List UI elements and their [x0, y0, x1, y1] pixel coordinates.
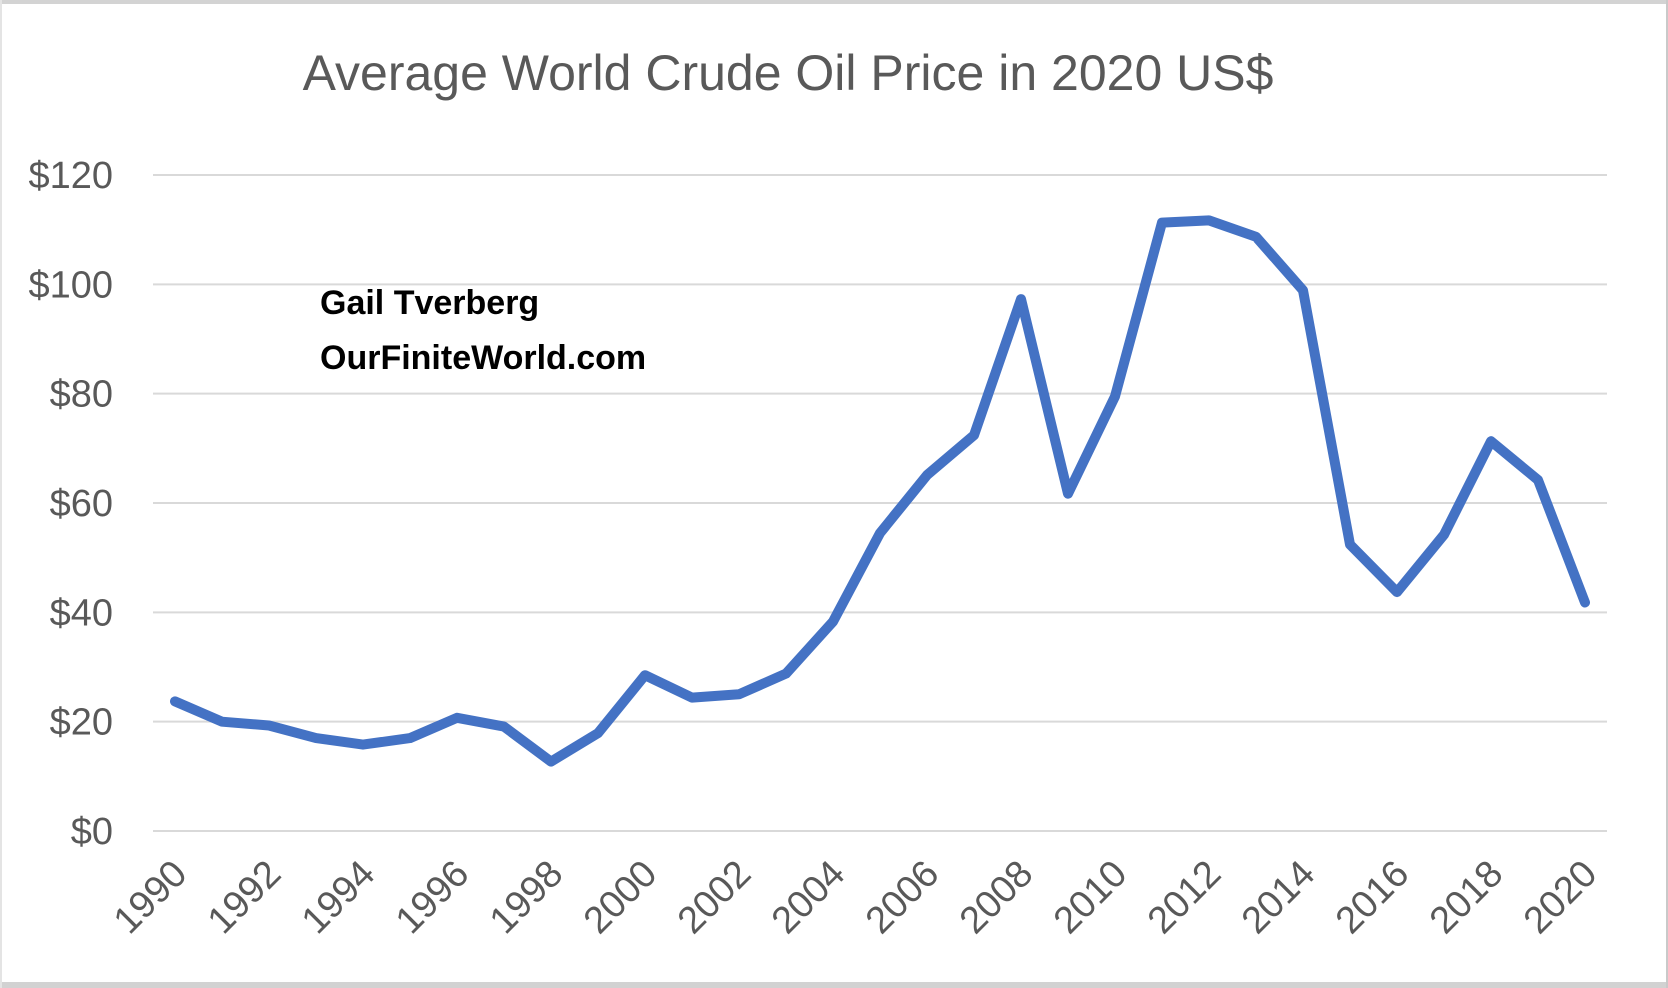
x-axis-label: 2018	[1422, 853, 1511, 942]
x-axis-label: 2014	[1234, 853, 1323, 942]
x-axis-label: 2010	[1046, 853, 1135, 942]
watermark-annotation: Gail Tverberg OurFiniteWorld.com	[320, 276, 646, 386]
annotation-website: OurFiniteWorld.com	[320, 339, 647, 377]
x-axis-label: 1992	[200, 853, 289, 942]
x-axis-label: 2016	[1328, 853, 1417, 942]
x-axis-label: 1996	[388, 853, 477, 942]
x-axis-label: 1994	[294, 853, 383, 942]
y-axis-label: $60	[50, 483, 113, 525]
x-axis-label: 2012	[1140, 853, 1229, 942]
y-axis-label: $20	[50, 702, 113, 744]
x-axis-label: 2006	[858, 853, 947, 942]
x-axis-label: 2008	[952, 853, 1041, 942]
slide-border-bottom	[0, 982, 1668, 988]
slide-border-right	[1666, 0, 1668, 988]
y-axis-label: $40	[50, 592, 113, 634]
slide-border-top	[0, 0, 1668, 4]
x-axis-label: 2002	[670, 853, 759, 942]
x-axis-label: 2020	[1516, 853, 1605, 942]
x-axis-label: 1990	[106, 853, 195, 942]
y-axis-label: $100	[28, 264, 113, 306]
x-axis-label: 2000	[576, 853, 665, 942]
x-axis-label: 2004	[764, 853, 853, 942]
chart-title: Average World Crude Oil Price in 2020 US…	[302, 45, 1274, 101]
annotation-author: Gail Tverberg	[320, 284, 540, 322]
x-axis-label: 1998	[482, 853, 571, 942]
slide-border-left	[0, 0, 2, 988]
y-axis-label: $120	[28, 155, 113, 197]
y-axis-label: $0	[71, 811, 113, 853]
oil-price-series-line	[170, 215, 1590, 767]
y-axis-label: $80	[50, 374, 113, 416]
